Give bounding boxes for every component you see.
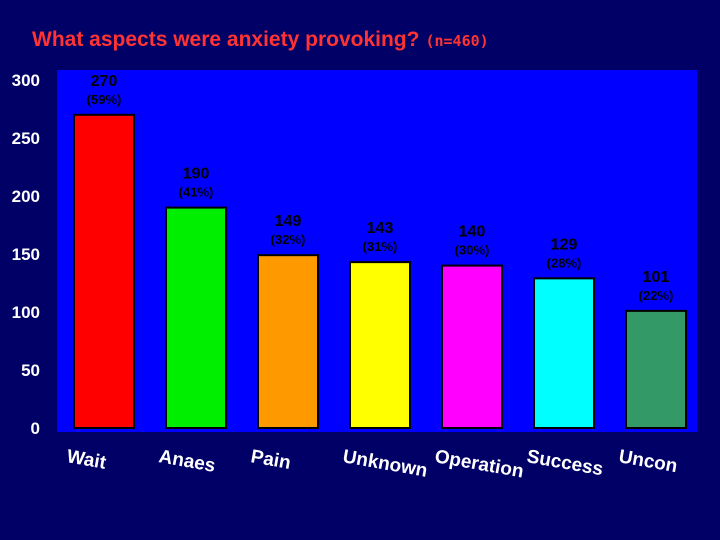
chart-title: What aspects were anxiety provoking? (n=4… (32, 28, 489, 52)
category-label-operation: Operation (433, 446, 525, 482)
bar-wait (73, 113, 135, 430)
bar-unknown (349, 261, 411, 429)
category-label-uncon: Uncon (617, 446, 679, 477)
value-label-anaes: 190 (183, 166, 210, 183)
category-label-unknown: Unknown (341, 446, 429, 482)
value-label-wait: 270 (91, 73, 118, 90)
value-label-operation: 140 (459, 224, 486, 241)
percent-label-anaes: (41%) (179, 185, 214, 200)
value-label-uncon: 101 (643, 269, 670, 286)
y-tick-label: 0 (31, 419, 40, 438)
value-label-success: 129 (551, 236, 578, 253)
y-tick-label: 250 (12, 129, 40, 148)
bar-uncon (625, 309, 687, 429)
percent-label-pain: (32%) (271, 232, 306, 247)
chart-title-text: What aspects were anxiety provoking? (32, 28, 420, 51)
y-tick-label: 300 (12, 71, 40, 90)
bar-success (533, 277, 595, 429)
y-tick-label: 100 (12, 303, 40, 322)
bar-pain (257, 254, 319, 429)
category-label-wait: Wait (65, 446, 108, 474)
y-tick-label: 150 (12, 245, 40, 264)
percent-label-uncon: (22%) (639, 288, 674, 303)
bar-anaes (165, 206, 227, 429)
percent-label-success: (28%) (547, 255, 582, 270)
percent-label-wait: (59%) (87, 92, 122, 107)
category-label-success: Success (525, 446, 605, 480)
bar-operation (441, 264, 503, 429)
percent-label-operation: (30%) (455, 243, 490, 258)
percent-label-unknown: (31%) (363, 239, 398, 254)
y-tick-label: 50 (21, 361, 40, 380)
value-label-pain: 149 (275, 213, 302, 230)
chart-subtitle: (n=460) (425, 32, 489, 50)
bars-group: 270 (59%) 190 (41%) 149 (32%) 143 (31%) 140 (30%)… (73, 73, 687, 430)
category-label-pain: Pain (249, 446, 292, 474)
category-label-anaes: Anaes (157, 446, 217, 477)
x-axis: Wait Anaes Pain Unknown Operation Success Unco… (65, 446, 679, 482)
y-axis: 0 50 100 150 200 250 300 (12, 71, 40, 438)
value-label-unknown: 143 (367, 220, 394, 237)
y-tick-label: 200 (12, 187, 40, 206)
